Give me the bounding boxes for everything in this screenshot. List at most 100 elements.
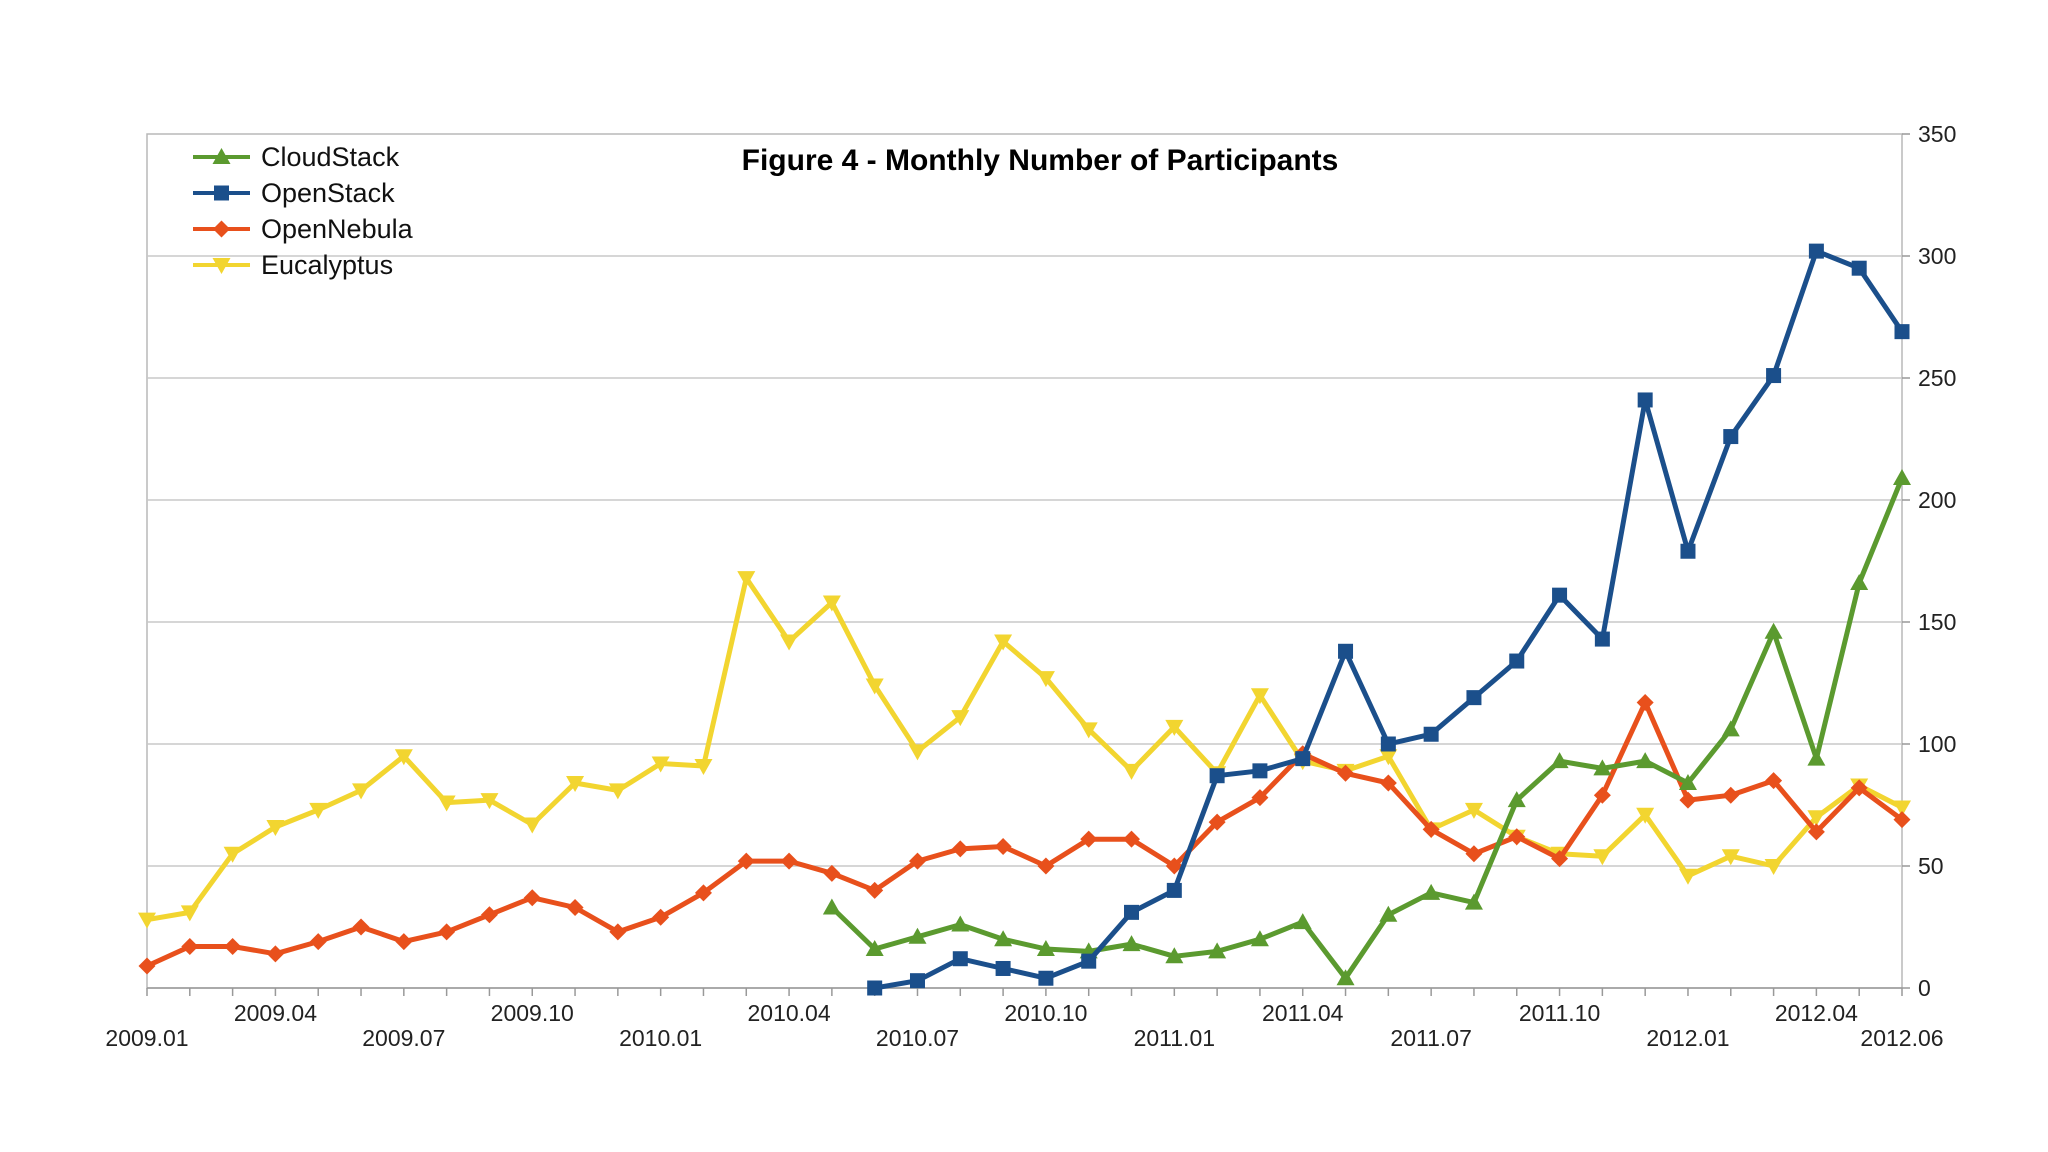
data-point-cloudstack <box>1293 913 1312 930</box>
data-point-openstack <box>1680 543 1696 559</box>
data-point-opennebula <box>1722 786 1740 804</box>
data-point-opennebula <box>1251 789 1269 807</box>
data-point-cloudstack <box>951 915 970 932</box>
data-point-opennebula <box>823 864 841 882</box>
legend-item-cloudstack: CloudStack <box>193 142 400 172</box>
data-point-openstack <box>1552 587 1568 603</box>
data-point-eucalyptus <box>1636 807 1655 824</box>
data-point-openstack <box>1252 763 1268 779</box>
data-point-eucalyptus <box>1079 722 1098 739</box>
data-point-eucalyptus <box>822 595 841 612</box>
data-point-opennebula <box>266 945 284 963</box>
legend-item-opennebula: OpenNebula <box>193 214 414 244</box>
legend-marker-cloudstack <box>212 148 231 164</box>
data-point-openstack <box>867 980 883 996</box>
x-tick-label: 2009.07 <box>362 1025 445 1051</box>
data-point-eucalyptus <box>180 905 199 922</box>
data-point-opennebula <box>224 938 242 956</box>
data-point-opennebula <box>1422 820 1440 838</box>
series-openstack <box>867 243 1910 996</box>
x-tick-label: 2009.10 <box>491 1000 574 1026</box>
data-point-opennebula <box>1850 779 1868 797</box>
data-point-eucalyptus <box>138 912 156 929</box>
data-point-opennebula <box>138 957 156 975</box>
data-point-eucalyptus <box>651 756 670 773</box>
data-point-opennebula <box>309 933 327 951</box>
data-point-opennebula <box>566 898 584 916</box>
data-point-opennebula <box>609 923 627 941</box>
y-tick-label: 300 <box>1918 243 1956 269</box>
data-point-eucalyptus <box>352 783 371 800</box>
data-point-openstack <box>1808 243 1824 259</box>
data-point-eucalyptus <box>1893 800 1911 817</box>
data-point-opennebula <box>181 938 199 956</box>
data-point-opennebula <box>1893 811 1911 829</box>
x-tick-label: 2012.04 <box>1775 1000 1858 1026</box>
data-point-eucalyptus <box>1036 671 1055 688</box>
legend-label: OpenNebula <box>261 214 414 244</box>
data-point-openstack <box>1423 726 1439 742</box>
data-point-opennebula <box>1508 828 1526 846</box>
data-point-eucalyptus <box>1165 719 1184 736</box>
data-point-opennebula <box>694 884 712 902</box>
chart-title: Figure 4 - Monthly Number of Participant… <box>742 144 1339 177</box>
data-point-opennebula <box>951 840 969 858</box>
plot-area <box>146 133 1903 989</box>
data-point-eucalyptus <box>223 846 242 863</box>
data-point-opennebula <box>1636 694 1654 712</box>
legend-label: CloudStack <box>261 142 400 172</box>
x-tick-label: 2010.10 <box>1004 1000 1087 1026</box>
data-point-cloudstack <box>1165 947 1184 964</box>
data-point-opennebula <box>780 852 798 870</box>
data-point-opennebula <box>1807 823 1825 841</box>
data-point-openstack <box>1209 768 1225 784</box>
data-point-openstack <box>1295 751 1311 767</box>
data-point-opennebula <box>737 852 755 870</box>
series-line-cloudstack <box>829 475 1905 981</box>
data-point-opennebula <box>908 852 926 870</box>
data-point-cloudstack <box>1893 469 1911 486</box>
data-point-cloudstack <box>1636 752 1655 769</box>
data-point-opennebula <box>1593 786 1611 804</box>
data-point-eucalyptus <box>908 744 927 761</box>
data-point-opennebula <box>1337 764 1355 782</box>
x-tick-label: 2010.01 <box>619 1025 702 1051</box>
legend-label: Eucalyptus <box>261 250 393 280</box>
data-point-openstack <box>1509 653 1525 669</box>
data-point-openstack <box>1166 882 1182 898</box>
legend-marker-openstack <box>214 185 229 201</box>
data-point-opennebula <box>652 908 670 926</box>
data-point-eucalyptus <box>266 819 285 836</box>
data-point-opennebula <box>866 881 884 899</box>
data-point-cloudstack <box>1678 774 1697 791</box>
x-tick-label: 2009.04 <box>234 1000 317 1026</box>
data-point-opennebula <box>1123 830 1141 848</box>
x-tick-label: 2011.07 <box>1390 1025 1471 1051</box>
data-point-cloudstack <box>865 939 884 956</box>
data-point-openstack <box>995 960 1011 976</box>
series-opennebula <box>138 694 1911 975</box>
y-axis: 0 50 100 150 200 250 300 350 <box>1902 121 1956 1001</box>
data-point-eucalyptus <box>1250 688 1269 705</box>
data-point-cloudstack <box>1464 893 1483 910</box>
data-point-opennebula <box>395 933 413 951</box>
x-axis: 2009.01 2009.04 2009.07 2009.10 2010.01 2010.… <box>105 987 1944 1051</box>
x-tick-label: 2011.04 <box>1262 1000 1344 1026</box>
data-point-openstack <box>1338 643 1354 659</box>
y-tick-label: 50 <box>1918 853 1944 879</box>
data-point-cloudstack <box>1379 905 1398 922</box>
data-point-eucalyptus <box>694 758 713 775</box>
data-point-cloudstack <box>1721 720 1740 737</box>
x-tick-label: 2012.01 <box>1646 1025 1729 1051</box>
data-point-opennebula <box>1165 857 1183 875</box>
data-point-cloudstack <box>1422 883 1441 900</box>
data-point-cloudstack <box>1507 791 1526 808</box>
data-point-eucalyptus <box>309 802 328 819</box>
series-line-opennebula <box>144 700 1905 969</box>
data-point-openstack <box>1124 904 1140 920</box>
data-point-openstack <box>1380 736 1396 752</box>
data-point-cloudstack <box>1208 942 1227 959</box>
data-point-cloudstack <box>1250 930 1269 947</box>
data-point-opennebula <box>1379 774 1397 792</box>
